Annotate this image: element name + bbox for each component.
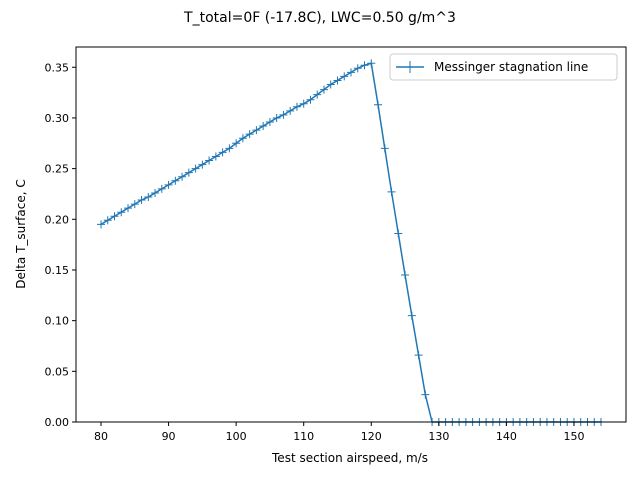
data-point [97,220,105,229]
x-tick-label: 130 [428,430,449,443]
data-point [191,164,200,173]
data-point [394,229,403,238]
data-point [259,122,268,131]
axes-frame [75,46,627,423]
data-point [292,102,301,111]
data-point [164,180,173,189]
data-point [306,95,315,104]
data-point [326,80,335,89]
x-tick-label: 80 [94,430,108,443]
data-point [299,99,308,108]
data-point [171,176,180,185]
y-tick-label: 0.05 [45,365,70,378]
data-point [232,139,241,148]
data-point [178,172,187,181]
data-point [238,134,247,143]
y-tick-label: 0.35 [45,61,70,74]
data-point [279,110,288,119]
data-point [367,59,376,68]
y-tick-label: 0.10 [45,315,70,328]
data-point [319,85,328,94]
data-point [184,168,193,177]
data-point [252,126,261,135]
data-point [374,100,383,109]
series-line [100,62,601,423]
data-point [387,187,396,196]
data-point [205,156,214,165]
data-point [117,208,126,217]
data-point [340,72,349,81]
data-point [198,160,207,169]
data-point [265,118,274,126]
data-point [380,144,389,153]
x-tick-label: 90 [162,430,176,443]
data-point [272,113,281,122]
data-point [130,200,139,209]
data-point [286,106,295,115]
legend-entry-label: Messinger stagnation line [434,60,588,74]
data-point [245,130,254,139]
data-point [353,64,362,73]
data-point [225,144,234,153]
data-point [124,204,133,213]
plot-area: 80 90 100 110 120 130 140 150 0.00 0.05 0.10 0.15 0.… [45,46,627,443]
legend: Messinger stagnation line [389,53,618,81]
chart-title: T_total=0F (-17.8C), LWC=0.50 g/m^3 [183,10,456,26]
y-tick-label: 0.30 [45,112,70,125]
data-point [211,152,220,161]
data-point [414,351,423,360]
x-tick-label: 100 [226,430,247,443]
data-point [313,90,322,99]
data-point [110,212,119,221]
data-point [144,193,153,201]
y-tick-label: 0.15 [45,264,70,277]
data-point [347,68,355,77]
x-tick-label: 110 [293,430,314,443]
legend-frame [389,53,618,81]
data-point [360,61,369,70]
x-tick-label: 150 [563,430,584,443]
x-tick-label: 120 [361,430,382,443]
y-tick-label: 0.25 [45,163,70,176]
y-tick-label: 0.00 [45,416,70,429]
data-point [333,76,342,85]
y-axis-label: Delta T_surface, C [14,179,28,289]
x-axis-label: Test section airspeed, m/s [271,451,428,465]
data-point [103,216,112,225]
x-tick-label: 140 [496,430,517,443]
data-point [407,311,416,320]
legend-marker-swatch [404,61,416,73]
y-tick-label: 0.20 [45,213,70,226]
data-point [137,196,146,205]
data-point [401,271,410,280]
data-point [157,184,166,193]
data-point [218,148,227,157]
data-point [151,188,160,197]
data-point [421,390,430,399]
